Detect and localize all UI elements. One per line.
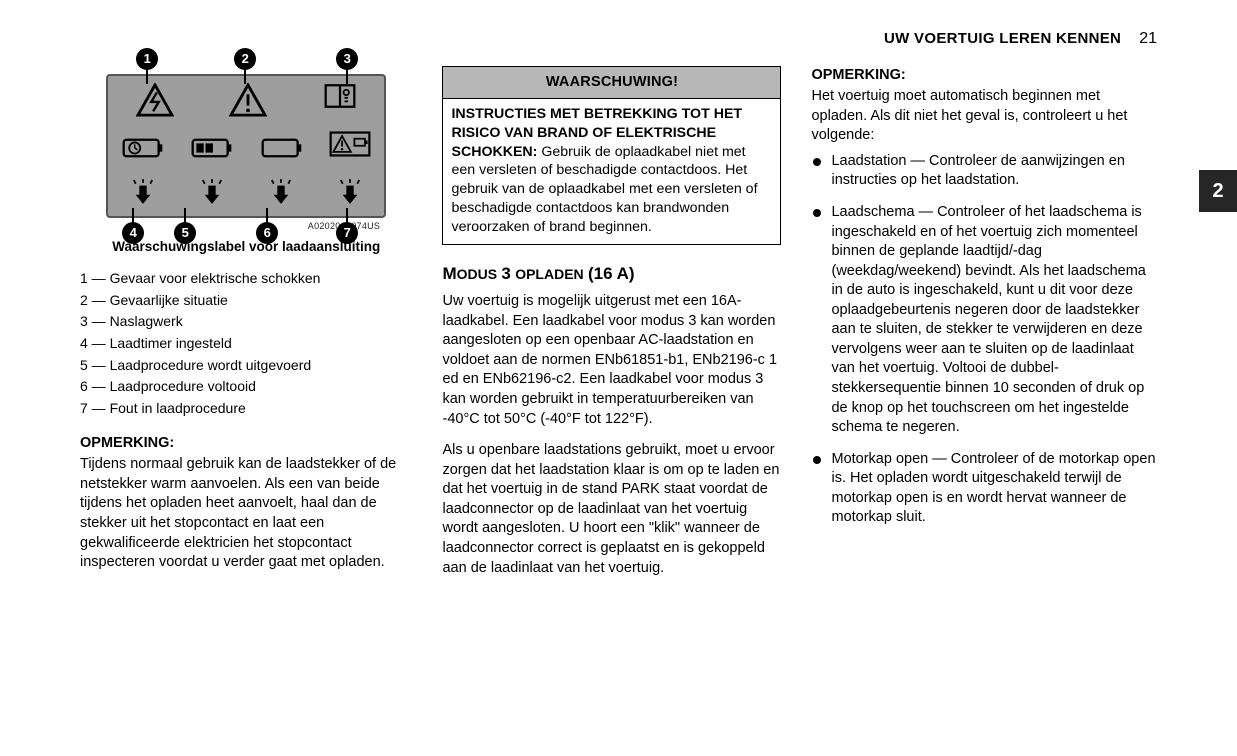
list-item: Motorkap open — Controleer of de motorka… [811, 450, 1157, 528]
warning-box-title: WAARSCHUWING! [443, 67, 780, 100]
warning-label-diagram: 1 2 3 4 5 6 7 [106, 74, 386, 256]
indicator-1-icon [132, 178, 154, 213]
battery-charging-icon [189, 134, 235, 162]
battery-timer-icon [120, 134, 166, 162]
legend-item: 7 — Fout in laadprocedure [80, 398, 412, 420]
battery-fault-icon [328, 129, 372, 166]
list-item: Laadstation — Controleer de aanwijzingen… [811, 152, 1157, 191]
page-header: UW VOERTUIG LEREN KENNEN 21 [80, 28, 1157, 50]
callout-4: 4 [122, 222, 144, 244]
manual-book-icon [323, 81, 357, 118]
column-3: OPMERKING: Het voertuig moet automatisch… [811, 66, 1157, 591]
warning-triangle-icon [229, 83, 267, 117]
section-side-tab: 2 [1199, 170, 1237, 212]
shock-triangle-icon [136, 83, 174, 117]
legend-item: 3 — Naslagwerk [80, 311, 412, 333]
note-label: OPMERKING: [80, 434, 412, 454]
callout-3: 3 [336, 48, 358, 70]
callout-7: 7 [336, 222, 358, 244]
battery-full-icon [259, 134, 305, 162]
indicator-3-icon [270, 178, 292, 213]
note-label: OPMERKING: [811, 66, 1157, 86]
warning-panel [106, 74, 386, 218]
check-list: Laadstation — Controleer de aanwijzingen… [811, 152, 1157, 528]
legend-item: 6 — Laadprocedure voltooid [80, 376, 412, 398]
callout-2: 2 [234, 48, 256, 70]
paragraph: Als u openbare laadstations gebruikt, mo… [442, 441, 781, 578]
note-body: Tijdens normaal gebruik kan de laadstekk… [80, 455, 412, 572]
warning-box: WAARSCHUWING! INSTRUCTIES MET BETREKKING… [442, 66, 781, 246]
list-item: Laadschema — Controleer of het laadschem… [811, 203, 1157, 438]
legend-item: 2 — Gevaarlijke situatie [80, 290, 412, 312]
diagram-legend: 1 — Gevaar voor elektrische schokken 2 —… [80, 268, 412, 420]
indicator-2-icon [201, 178, 223, 213]
legend-item: 4 — Laadtimer ingesteld [80, 333, 412, 355]
callout-1: 1 [136, 48, 158, 70]
paragraph: Uw voertuig is mogelijk uitgerust met ee… [442, 292, 781, 429]
callout-5: 5 [174, 222, 196, 244]
warning-box-body: INSTRUCTIES MET BETREKKING TOT HET RISIC… [443, 99, 780, 244]
indicator-4-icon [339, 178, 361, 213]
note-intro: Het voertuig moet automatisch beginnen m… [811, 87, 1157, 146]
legend-item: 5 — Laadprocedure wordt uitgevoerd [80, 355, 412, 377]
legend-item: 1 — Gevaar voor elektrische schokken [80, 268, 412, 290]
section-title: UW VOERTUIG LEREN KENNEN [884, 29, 1121, 49]
page-number: 21 [1139, 28, 1157, 50]
callout-6: 6 [256, 222, 278, 244]
column-1: 1 2 3 4 5 6 7 [80, 66, 412, 591]
section-heading: MODUS 3 OPLADEN (16 A) [442, 263, 781, 286]
column-2: WAARSCHUWING! INSTRUCTIES MET BETREKKING… [442, 66, 781, 591]
